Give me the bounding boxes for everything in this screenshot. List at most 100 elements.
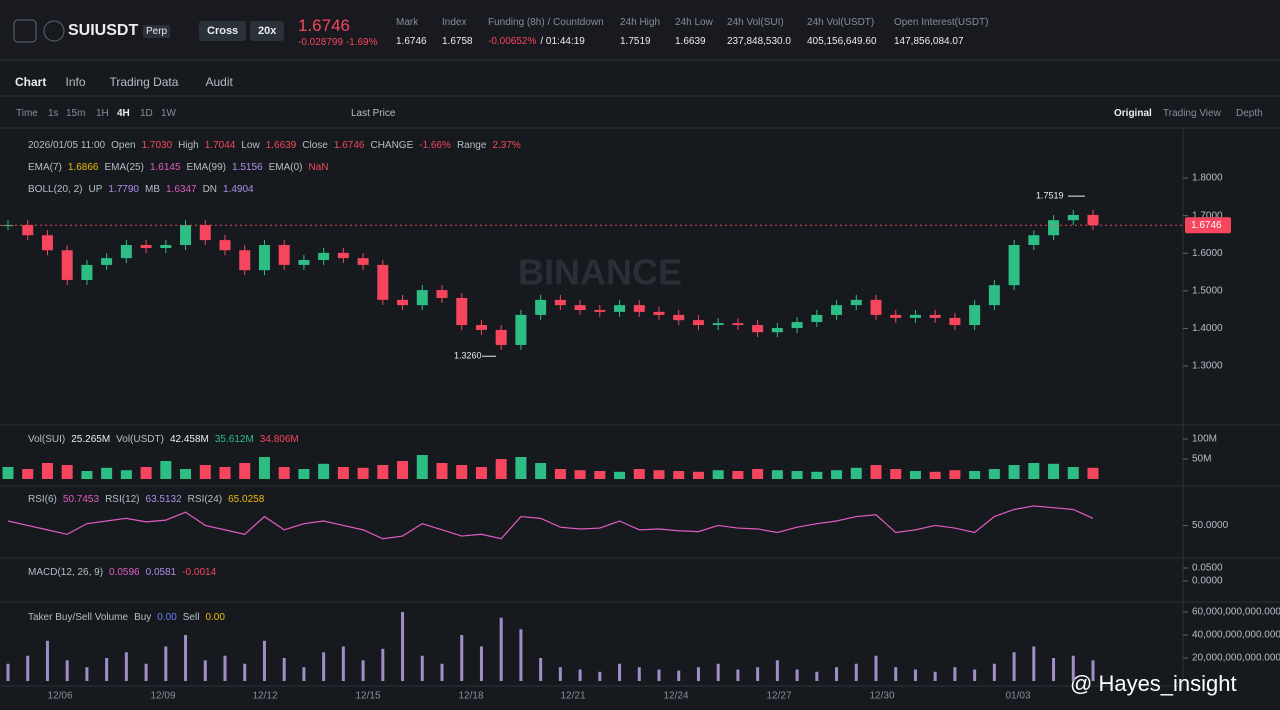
low-label: 1.3260 xyxy=(454,351,482,361)
tab[interactable]: Chart xyxy=(15,75,47,89)
taker-bar xyxy=(440,663,444,681)
candle xyxy=(909,314,921,318)
stat-label: Funding (8h) / Countdown xyxy=(488,17,604,28)
legend-label: BOLL(20, 2) xyxy=(28,184,83,195)
volume-bar xyxy=(61,465,73,479)
leverage[interactable]: 20x xyxy=(250,21,285,41)
last-price: 1.6746 xyxy=(298,16,350,35)
candle xyxy=(692,320,704,326)
candle xyxy=(475,325,487,330)
legend-value: -1.66% xyxy=(419,140,451,151)
tab[interactable]: Audit xyxy=(205,75,233,89)
volume-bar xyxy=(929,471,941,479)
candle xyxy=(673,314,685,321)
taker-bar xyxy=(223,655,227,681)
view-button[interactable]: Trading View xyxy=(1163,108,1221,119)
volume-bar xyxy=(811,471,823,479)
legend-row: EMA(7) 1.6866 EMA(25) 1.6145 EMA(99) 1.5156 EM… xyxy=(28,162,329,173)
volume-bar xyxy=(771,470,783,479)
favorite-icon[interactable] xyxy=(13,19,37,43)
taker-bar xyxy=(973,669,977,681)
candle xyxy=(515,314,527,345)
legend-label: Vol(SUI) xyxy=(28,434,66,445)
interval-button[interactable]: 1s xyxy=(48,108,59,119)
candle xyxy=(219,240,231,251)
legend-time: 2026/01/05 11:00 xyxy=(28,140,106,151)
candle xyxy=(791,322,803,329)
taker-bar xyxy=(913,669,917,681)
candle xyxy=(771,328,783,333)
stat-label: Mark xyxy=(396,17,419,28)
taker-bar xyxy=(203,660,207,681)
volume-bar xyxy=(298,469,310,479)
legend-label: EMA(99) xyxy=(186,162,226,173)
view-button[interactable]: Original xyxy=(1114,108,1152,119)
y-tick-label: 1.4000 xyxy=(1192,323,1223,334)
volume-bar xyxy=(850,467,862,479)
taker-bar xyxy=(618,663,622,681)
candle xyxy=(949,317,961,326)
stat-value: 147,856,084.07 xyxy=(894,36,964,47)
x-tick-label: 12/15 xyxy=(355,691,380,702)
candle xyxy=(495,329,507,345)
taker-bar xyxy=(775,660,779,681)
candle xyxy=(594,310,606,312)
legend-label: EMA(7) xyxy=(28,162,62,173)
legend-value: 65.0258 xyxy=(228,494,265,505)
legend-label: RSI(12) xyxy=(105,494,140,505)
interval-button[interactable]: 1W xyxy=(161,108,176,119)
legend-row: BOLL(20, 2) UP 1.7790 MB 1.6347 DN 1.4904 xyxy=(28,184,254,195)
x-tick-label: 12/24 xyxy=(663,691,688,702)
volume-bar xyxy=(574,470,586,479)
current-price-tag xyxy=(1185,217,1231,234)
interval-button[interactable]: 4H xyxy=(117,108,130,119)
toolbar-label: Time xyxy=(16,108,38,119)
rsi-line xyxy=(7,505,1094,540)
interval-button[interactable]: 15m xyxy=(66,108,86,119)
stat-label: Index xyxy=(442,17,467,28)
volume-bar xyxy=(81,471,93,479)
margin-mode[interactable]: Cross xyxy=(199,21,247,41)
volume-bar xyxy=(337,467,349,479)
view-button[interactable]: Depth xyxy=(1236,108,1263,119)
candle xyxy=(357,258,369,265)
watermark: BINANCE xyxy=(518,252,682,293)
volume-bar xyxy=(988,469,1000,479)
author-watermark: @ Hayes_insight xyxy=(1070,671,1237,696)
volume-bar xyxy=(2,467,14,479)
volume-bar xyxy=(357,467,369,479)
stat-value: 1.6746 xyxy=(396,36,427,47)
legend-label: Taker Buy/Sell Volume xyxy=(28,612,129,623)
taker-bar xyxy=(637,667,641,681)
volume-bar xyxy=(515,457,527,479)
legend-label: EMA(0) xyxy=(268,162,303,173)
legend-value: 25.265M xyxy=(71,434,111,445)
volume-bar xyxy=(239,463,251,479)
volume-bar xyxy=(318,463,330,479)
y-tick-label: 1.5000 xyxy=(1192,285,1223,296)
stat-value: 405,156,649.60 xyxy=(807,36,877,47)
candle xyxy=(436,290,448,298)
interval-button[interactable]: 1H xyxy=(96,108,109,119)
tab[interactable]: Trading Data xyxy=(109,75,179,89)
candle xyxy=(870,299,882,315)
candle xyxy=(397,299,409,306)
taker-bar xyxy=(460,635,464,681)
legend-value: 1.6145 xyxy=(149,162,181,173)
candle xyxy=(554,299,566,306)
x-tick-label: 12/21 xyxy=(560,691,585,702)
interval-button[interactable]: 1D xyxy=(140,108,153,119)
legend-value: 42.458M xyxy=(169,434,209,445)
candle xyxy=(653,311,665,315)
taker-bar xyxy=(1052,658,1056,681)
stat-label: 24h Vol(SUI) xyxy=(727,17,784,28)
legend-label: Close xyxy=(302,140,328,151)
stat-value: 1.6758 xyxy=(442,36,473,47)
y-tick-label: 1.8000 xyxy=(1192,173,1223,184)
price-type[interactable]: Last Price xyxy=(351,108,396,119)
tab[interactable]: Info xyxy=(65,75,86,89)
volume-bar xyxy=(258,457,270,479)
taker-bar xyxy=(381,648,385,681)
taker-bar xyxy=(1012,652,1016,681)
